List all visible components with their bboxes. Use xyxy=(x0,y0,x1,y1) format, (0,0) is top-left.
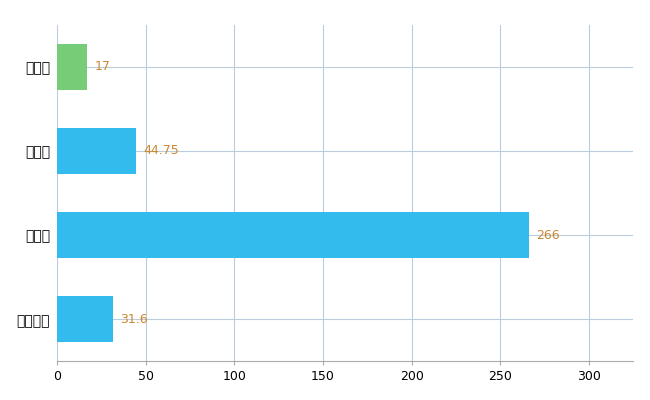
Text: 44.75: 44.75 xyxy=(144,144,179,158)
Text: 266: 266 xyxy=(536,228,560,242)
Bar xyxy=(57,128,136,174)
Bar xyxy=(57,212,528,258)
Text: 17: 17 xyxy=(94,60,111,73)
Text: 31.6: 31.6 xyxy=(120,313,148,326)
Bar xyxy=(57,44,87,90)
Bar xyxy=(57,296,113,342)
